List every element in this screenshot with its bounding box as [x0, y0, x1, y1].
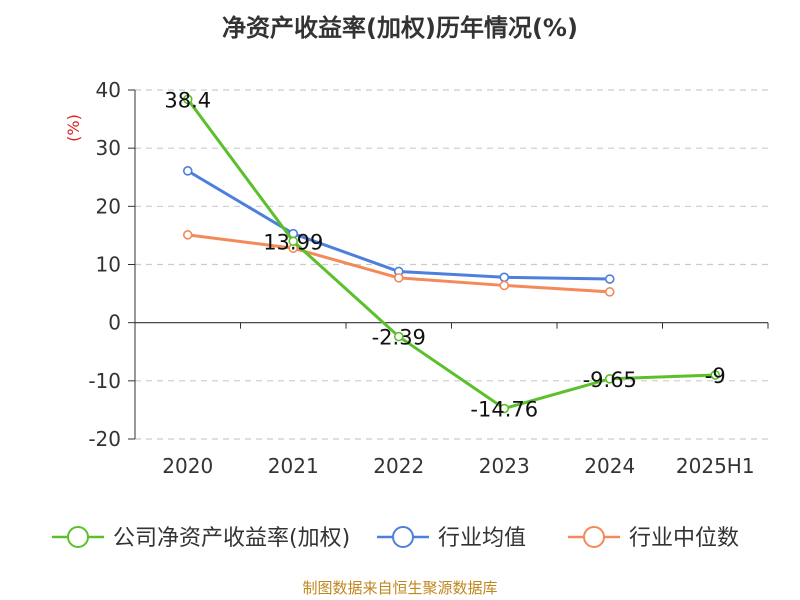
series-layer [182, 94, 721, 414]
data-label: -14.76 [470, 398, 538, 422]
data-label: 38.4 [164, 88, 211, 112]
y-tick-label: -20 [88, 427, 121, 451]
data-label: 13.99 [263, 230, 323, 254]
data-point [499, 403, 510, 414]
x-tick-label: 2020 [162, 454, 213, 478]
x-tick-label: 2024 [584, 454, 635, 478]
axes: -20 -10 0 10 20 30 40 2020 2021 2022 2023 2024 2025H… [88, 78, 769, 478]
data-point [182, 166, 193, 176]
data-point [182, 94, 193, 105]
data-point [710, 370, 721, 380]
legend-item[interactable]: 行业均值 [377, 526, 526, 551]
data-point [604, 287, 615, 297]
legend: 公司净资产收益率(加权) 行业均值 行业中位数 [52, 526, 739, 551]
legend-label: 行业均值 [438, 526, 526, 551]
y-tick-label: 40 [96, 78, 121, 102]
x-tick-label: 2021 [268, 454, 319, 478]
x-tick-label: 2025H1 [676, 454, 755, 478]
legend-item[interactable]: 行业中位数 [568, 526, 739, 551]
data-label: -9.65 [583, 368, 637, 392]
legend-item[interactable]: 公司净资产收益率(加权) [52, 526, 350, 551]
series-line [187, 233, 610, 294]
data-label: -9 [705, 364, 726, 388]
legend-marker [583, 526, 605, 548]
data-point [604, 373, 615, 384]
data-point [393, 331, 404, 342]
data-point [604, 274, 615, 284]
x-tick-label: 2023 [479, 454, 530, 478]
legend-label: 公司净资产收益率(加权) [113, 526, 350, 551]
y-tick-label: 10 [96, 253, 121, 277]
legend-marker [67, 526, 89, 548]
source-note: 制图数据来自恒生聚源数据库 [302, 579, 498, 597]
data-point [182, 230, 193, 240]
y-tick-label: 30 [96, 136, 121, 160]
y-tick-label: 20 [96, 194, 121, 218]
chart-title: 净资产收益率(加权)历年情况(%) [222, 14, 578, 42]
x-tick-label: 2022 [373, 454, 424, 478]
series-line [186, 98, 716, 411]
y-axis-label: (%) [64, 114, 83, 142]
data-point [288, 236, 299, 247]
data-point [393, 273, 404, 283]
legend-marker [392, 526, 414, 548]
data-labels: 38.4 13.99 -2.39 -14.76 -9.65 -9 [164, 88, 725, 421]
y-tick-label: 0 [108, 311, 121, 335]
series-line [186, 169, 610, 281]
legend-label: 行业中位数 [629, 526, 739, 551]
data-point [499, 280, 510, 291]
data-point [499, 272, 510, 283]
y-tick-label: -10 [88, 369, 121, 393]
gridlines [135, 89, 768, 440]
data-label: -2.39 [372, 326, 426, 350]
